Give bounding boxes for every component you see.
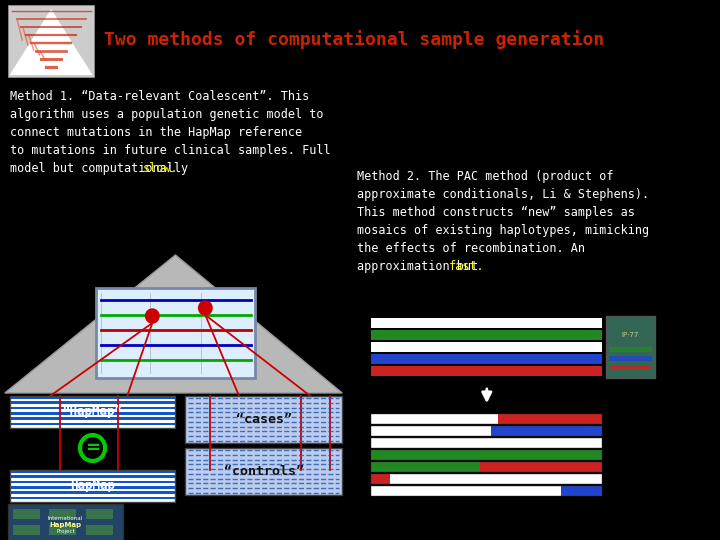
Bar bbox=[371, 342, 603, 352]
Bar bbox=[371, 486, 603, 496]
Bar bbox=[9, 404, 176, 407]
Text: to mutations in future clinical samples. Full: to mutations in future clinical samples.… bbox=[9, 144, 330, 157]
Text: slow.: slow. bbox=[143, 162, 178, 175]
Bar bbox=[371, 474, 603, 484]
Bar bbox=[606, 316, 654, 378]
Bar bbox=[609, 356, 652, 361]
Text: connect mutations in the HapMap reference: connect mutations in the HapMap referenc… bbox=[9, 126, 302, 139]
Bar bbox=[498, 414, 603, 424]
Text: This method constructs “new” samples as: This method constructs “new” samples as bbox=[356, 206, 634, 219]
Bar bbox=[12, 509, 40, 519]
Circle shape bbox=[199, 301, 212, 315]
Text: model but computationally: model but computationally bbox=[9, 162, 195, 175]
Bar bbox=[96, 288, 256, 378]
Bar bbox=[9, 399, 176, 401]
Bar bbox=[9, 423, 176, 426]
Bar bbox=[480, 462, 603, 472]
Bar bbox=[371, 438, 603, 448]
Bar bbox=[9, 475, 176, 478]
Bar bbox=[9, 401, 176, 404]
Bar bbox=[9, 497, 176, 500]
Bar bbox=[371, 450, 603, 460]
Text: Method 1. “Data-relevant Coalescent”. This: Method 1. “Data-relevant Coalescent”. Th… bbox=[9, 90, 309, 103]
Bar bbox=[9, 426, 176, 428]
Bar bbox=[390, 474, 603, 484]
Bar bbox=[185, 448, 342, 495]
Text: fast.: fast. bbox=[449, 260, 485, 273]
Bar bbox=[9, 478, 176, 481]
Text: “cases”: “cases” bbox=[235, 413, 292, 426]
Bar bbox=[371, 330, 603, 340]
Text: mosaics of existing haplotypes, mimicking: mosaics of existing haplotypes, mimickin… bbox=[356, 224, 649, 237]
Text: the effects of recombination. An: the effects of recombination. An bbox=[356, 242, 585, 255]
Bar bbox=[9, 470, 176, 472]
Text: algorithm uses a population genetic model to: algorithm uses a population genetic mode… bbox=[9, 108, 323, 121]
Text: HapMap: HapMap bbox=[50, 522, 81, 528]
Bar bbox=[86, 509, 113, 519]
Text: “controls”: “controls” bbox=[224, 465, 304, 478]
Text: Project: Project bbox=[56, 530, 75, 535]
Bar bbox=[371, 450, 603, 460]
Bar bbox=[9, 417, 176, 420]
Bar bbox=[371, 474, 390, 484]
Bar bbox=[8, 5, 94, 77]
Text: =: = bbox=[85, 439, 100, 457]
Bar bbox=[185, 396, 342, 443]
Bar bbox=[9, 494, 176, 497]
Bar bbox=[371, 366, 603, 376]
Bar bbox=[609, 347, 652, 352]
Bar bbox=[86, 525, 113, 535]
Bar bbox=[609, 365, 652, 370]
Text: approximate conditionals, Li & Stephens).: approximate conditionals, Li & Stephens)… bbox=[356, 188, 649, 201]
Bar bbox=[8, 504, 123, 540]
Bar bbox=[9, 486, 176, 489]
Bar bbox=[561, 486, 603, 496]
Bar bbox=[9, 489, 176, 491]
Bar bbox=[9, 500, 176, 502]
Text: International: International bbox=[48, 516, 84, 521]
Bar bbox=[9, 409, 176, 412]
Bar bbox=[9, 415, 176, 417]
Bar bbox=[9, 491, 176, 494]
Polygon shape bbox=[5, 255, 342, 393]
Text: Two methods of computational sample generation: Two methods of computational sample gene… bbox=[104, 30, 604, 50]
Bar bbox=[49, 525, 76, 535]
Bar bbox=[371, 414, 603, 424]
Text: “HapMap”: “HapMap” bbox=[63, 406, 122, 419]
Bar bbox=[49, 509, 76, 519]
Bar bbox=[9, 470, 176, 502]
Bar bbox=[9, 420, 176, 423]
Bar bbox=[371, 426, 492, 436]
Circle shape bbox=[145, 309, 159, 323]
Bar bbox=[371, 462, 480, 472]
Bar bbox=[9, 483, 176, 486]
Bar bbox=[9, 396, 176, 428]
Polygon shape bbox=[9, 9, 93, 75]
Bar bbox=[371, 318, 603, 328]
Bar bbox=[9, 472, 176, 475]
Bar bbox=[9, 407, 176, 409]
Bar bbox=[12, 525, 40, 535]
Text: HapMap: HapMap bbox=[70, 480, 115, 492]
Bar bbox=[492, 426, 603, 436]
Bar bbox=[371, 438, 603, 448]
Bar bbox=[9, 412, 176, 415]
Bar bbox=[9, 396, 176, 399]
Bar bbox=[371, 414, 498, 424]
Bar bbox=[9, 481, 176, 483]
Bar bbox=[371, 486, 561, 496]
Bar bbox=[371, 426, 603, 436]
Text: IP·77: IP·77 bbox=[622, 332, 639, 338]
Bar bbox=[371, 354, 603, 364]
Bar bbox=[371, 462, 603, 472]
Text: approximation but: approximation but bbox=[356, 260, 485, 273]
Text: Method 2. The PAC method (product of: Method 2. The PAC method (product of bbox=[356, 170, 613, 183]
